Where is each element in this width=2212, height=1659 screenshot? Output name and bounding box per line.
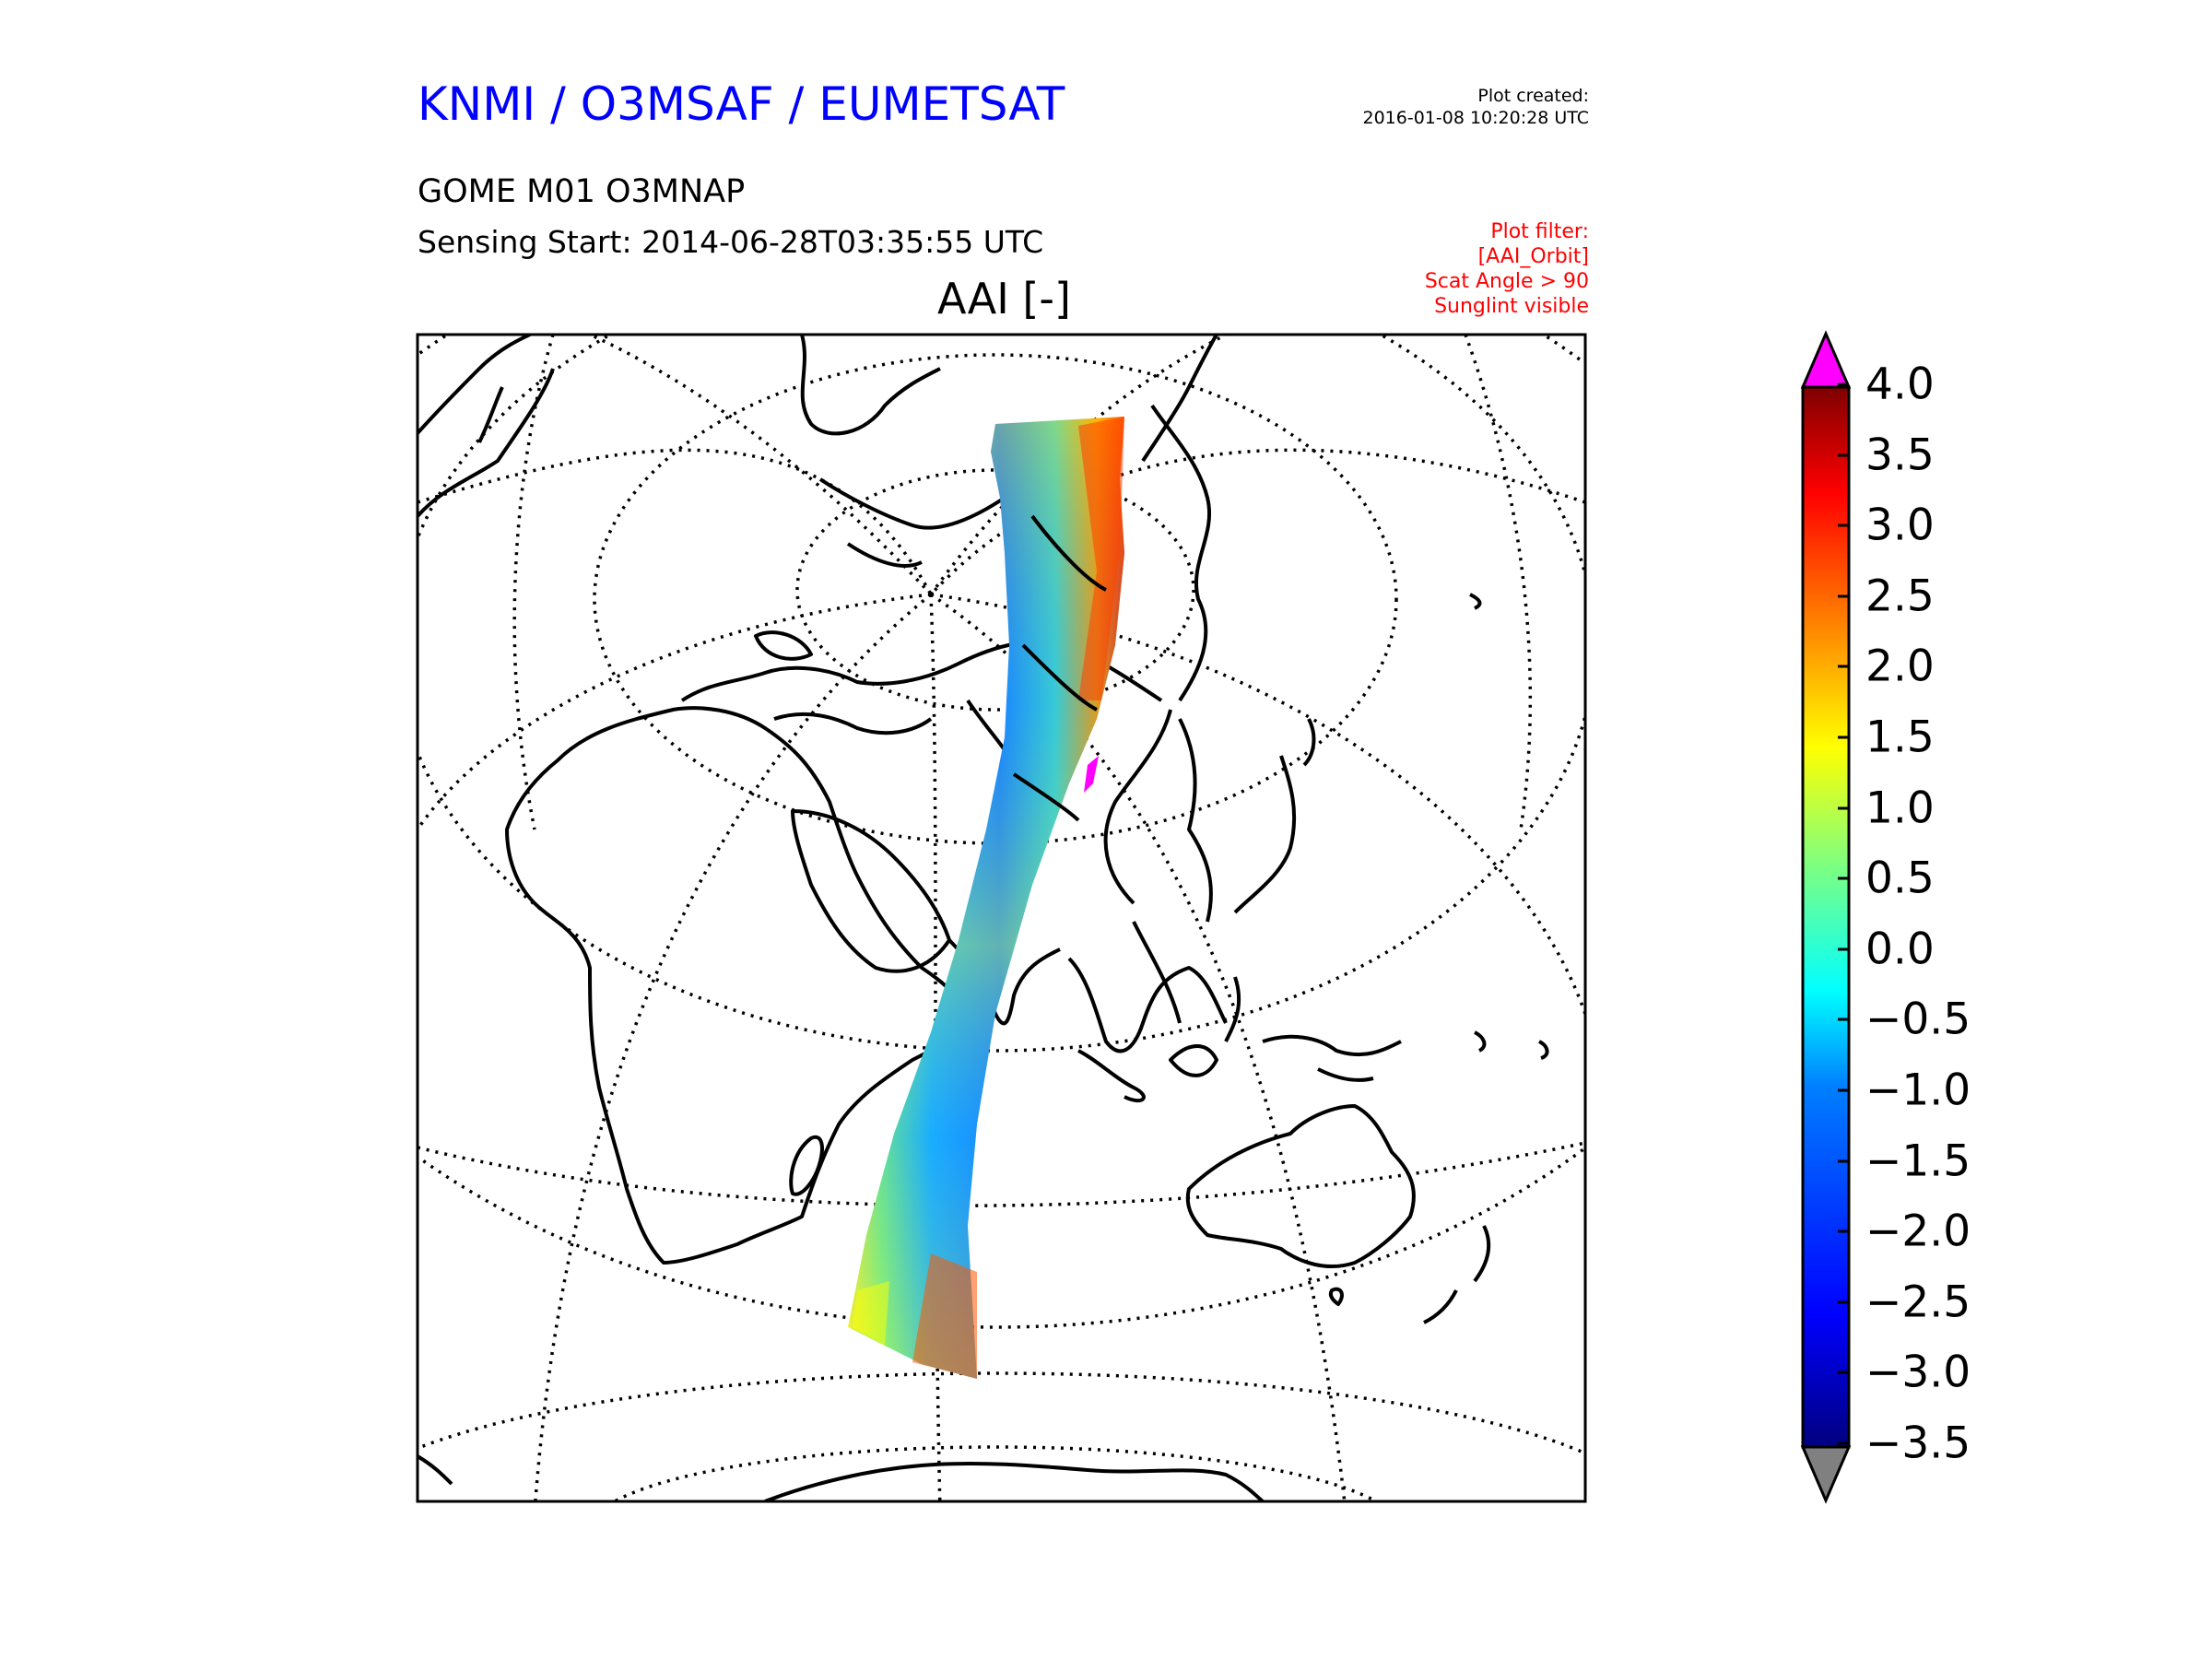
- colorbar-tick-label: 3.5: [1865, 429, 1935, 481]
- map-title: AAI [-]: [937, 274, 1071, 324]
- japan-coast: [1233, 755, 1297, 914]
- greenland-coast: [800, 335, 941, 436]
- map-frame: [416, 333, 1587, 1503]
- australia-coast: [1185, 1104, 1416, 1269]
- colorbar: [1800, 330, 1852, 1504]
- plot-created-stamp: Plot created: 2016-01-08 10:20:28 UTC: [1363, 85, 1590, 129]
- colorbar-tick-label: −2.5: [1865, 1277, 1971, 1328]
- north-america-coast: [418, 335, 531, 435]
- product-name: GOME M01 O3MNAP: [418, 173, 746, 210]
- colorbar-tick-label: −2.0: [1865, 1206, 1971, 1257]
- plot-created-time: 2016-01-08 10:20:28 UTC: [1362, 108, 1590, 128]
- iceland-coast: [754, 630, 813, 661]
- colorbar-tick-label: −1.0: [1865, 1065, 1971, 1116]
- colorbar-tick-label: 2.5: [1865, 571, 1935, 622]
- colorbar-tick-label: −1.5: [1865, 1135, 1971, 1187]
- plot-created-label: Plot created:: [1477, 86, 1589, 106]
- colorbar-tick-label: 3.0: [1865, 500, 1935, 551]
- org-title: KNMI / O3MSAF / EUMETSAT: [418, 77, 1065, 131]
- colorbar-under-extension: [1800, 1445, 1852, 1504]
- colorbar-tick-label: 2.0: [1865, 641, 1935, 692]
- colorbar-tick-label: 1.0: [1865, 782, 1935, 834]
- colorbar-over-extension: [1800, 330, 1852, 389]
- antarctica-coast: [764, 1461, 1265, 1501]
- colorbar-tick-label: 1.5: [1865, 712, 1935, 763]
- colorbar-tick-label: 4.0: [1865, 359, 1935, 410]
- colorbar-tick-label: 0.5: [1865, 853, 1935, 904]
- colorbar-tick-label: 0.0: [1865, 924, 1935, 975]
- colorbar-gradient: [1803, 387, 1849, 1447]
- filter-line: Sunglint visible: [1434, 295, 1589, 318]
- aai-swath: [848, 417, 1124, 1379]
- colorbar-tick-label: −0.5: [1865, 994, 1971, 1045]
- colorbar-tick-label: −3.5: [1865, 1418, 1971, 1469]
- asia-coast: [1141, 335, 1218, 463]
- plot-filter: Plot filter: [AAI_Orbit] Scat Angle > 90…: [1425, 219, 1589, 319]
- filter-line: Plot filter:: [1490, 220, 1589, 243]
- southeast-asia-coast: [1067, 957, 1228, 1053]
- filter-line: [AAI_Orbit]: [1477, 245, 1589, 268]
- map-area: [418, 335, 1585, 1501]
- new-zealand-coast: [1473, 1225, 1491, 1283]
- sensing-start: Sensing Start: 2014-06-28T03:35:55 UTC: [418, 224, 1044, 260]
- colorbar-ticks: [1838, 382, 1849, 1445]
- colorbar-tick-label: −3.0: [1865, 1347, 1971, 1398]
- madagascar-coast: [789, 1135, 824, 1196]
- arabia-coast: [791, 809, 951, 973]
- filter-line: Scat Angle > 90: [1424, 270, 1589, 293]
